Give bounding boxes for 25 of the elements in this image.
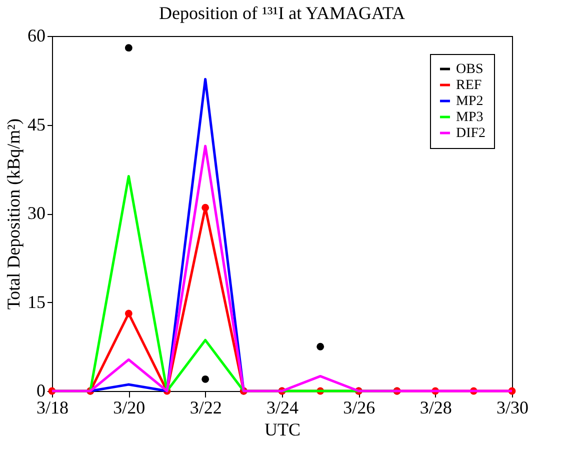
point bbox=[202, 204, 210, 212]
y-tick-label: 15 bbox=[28, 292, 46, 312]
y-axis-title: Total Deposition (kBq/m²) bbox=[4, 118, 24, 310]
x-tick-label: 3/30 bbox=[496, 398, 529, 418]
x-tick-label: 3/26 bbox=[343, 398, 376, 418]
legend-label: REF bbox=[456, 78, 482, 93]
point bbox=[124, 44, 132, 52]
chart-title: Deposition of ¹³¹I at YAMAGATA bbox=[158, 3, 406, 23]
x-tick-label: 3/18 bbox=[36, 398, 69, 418]
legend-label: MP3 bbox=[456, 110, 484, 125]
legend-label: DIF2 bbox=[456, 126, 486, 141]
legend-label: MP2 bbox=[456, 94, 484, 109]
x-tick-label: 3/22 bbox=[190, 398, 222, 418]
point bbox=[316, 342, 324, 350]
y-tick-label: 60 bbox=[28, 26, 46, 46]
point bbox=[202, 375, 210, 383]
x-tick-label: 3/28 bbox=[420, 398, 452, 418]
point bbox=[124, 310, 132, 318]
y-tick-label: 0 bbox=[36, 380, 46, 400]
legend-label: OBS bbox=[456, 62, 484, 77]
y-tick-label: 45 bbox=[28, 114, 46, 134]
x-axis-title: UTC bbox=[264, 420, 300, 440]
x-tick-label: 3/20 bbox=[113, 398, 146, 418]
x-tick-label: 3/24 bbox=[266, 398, 299, 418]
y-tick-label: 30 bbox=[28, 203, 46, 223]
